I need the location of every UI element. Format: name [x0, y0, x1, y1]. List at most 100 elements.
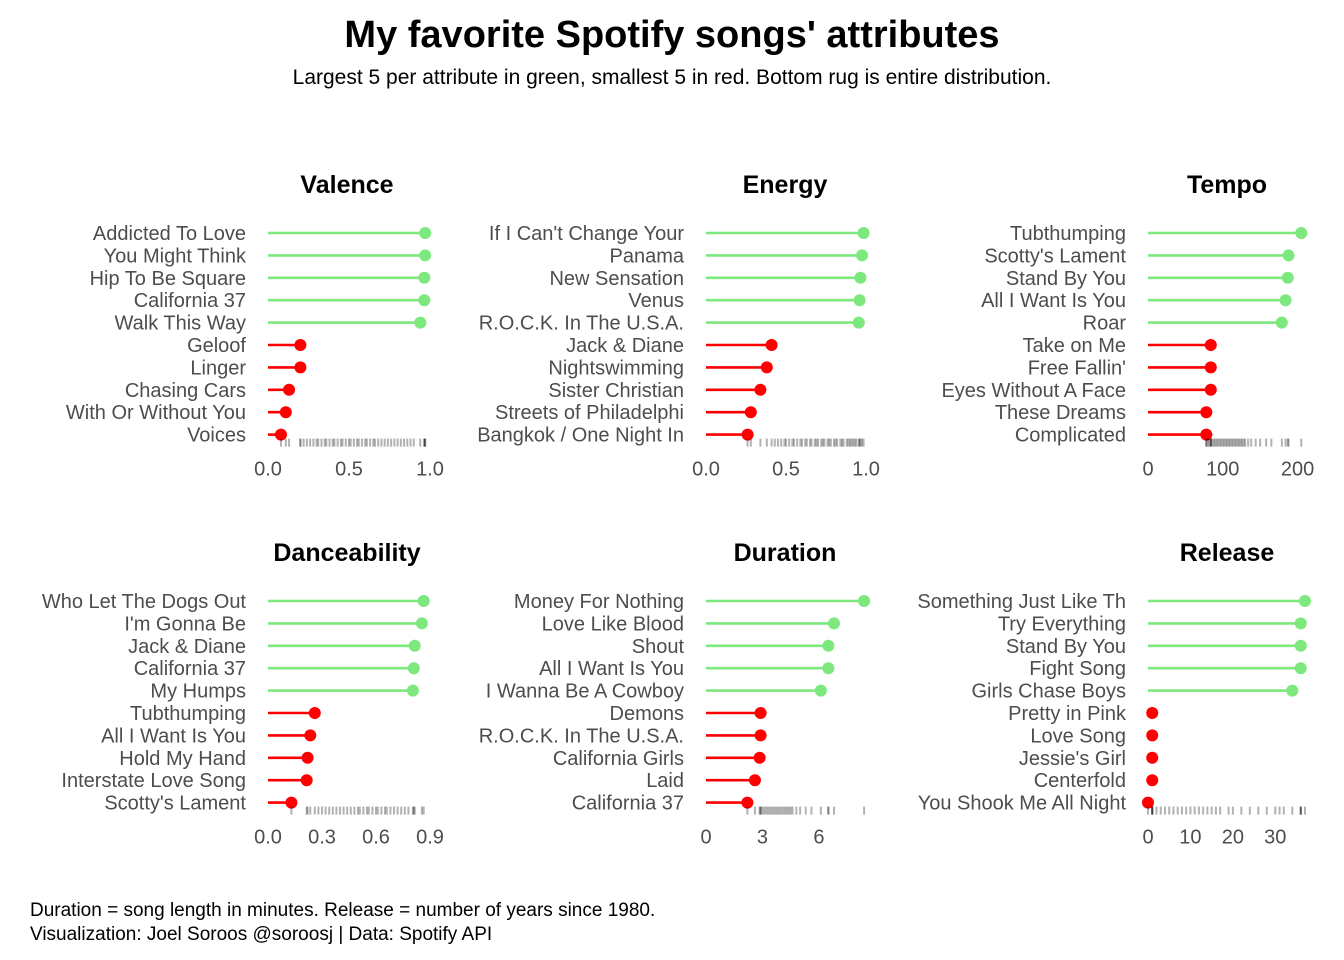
song-label: These Dreams — [995, 402, 1126, 424]
x-tick-label: 0 — [1142, 459, 1153, 481]
song-label: Interstate Love Song — [61, 770, 246, 792]
x-tick-label: 1.0 — [416, 459, 444, 481]
smallest-point — [1142, 796, 1154, 809]
song-label: Hold My Hand — [119, 748, 246, 770]
song-label: Eyes Without A Face — [941, 380, 1126, 402]
song-label: Geloof — [187, 335, 246, 357]
song-label: California 37 — [134, 290, 246, 312]
smallest-point — [1204, 361, 1217, 374]
largest-point — [858, 595, 871, 607]
x-tick-label: 0.6 — [362, 827, 390, 849]
song-label: Fight Song — [1029, 658, 1126, 680]
song-label: Try Everything — [998, 613, 1126, 635]
song-label: Panama — [610, 245, 685, 267]
song-label: Demons — [610, 703, 684, 725]
x-tick-label: 0.0 — [254, 827, 282, 849]
x-tick-label: 3 — [757, 827, 768, 849]
song-label: With Or Without You — [66, 402, 246, 424]
song-label: Linger — [190, 357, 246, 379]
caption-note: Duration = song length in minutes. Relea… — [30, 900, 656, 921]
x-tick-label: 1.0 — [852, 459, 880, 481]
song-label: Nightswimming — [548, 357, 684, 379]
largest-point — [852, 316, 865, 329]
largest-point — [418, 294, 431, 307]
largest-point — [1275, 316, 1288, 329]
smallest-point — [285, 796, 298, 809]
song-label: Something Just Like Th — [917, 591, 1126, 613]
smallest-point — [274, 428, 287, 441]
x-tick-label: 0.0 — [692, 459, 720, 481]
largest-point — [406, 684, 419, 697]
smallest-point — [741, 796, 754, 809]
panel-title-release: Release — [1180, 539, 1275, 567]
song-label: Who Let The Dogs Out — [42, 591, 247, 613]
x-tick-label: 10 — [1179, 827, 1201, 849]
caption-credit: Visualization: Joel Soroos @soroosj | Da… — [30, 924, 493, 945]
largest-point — [1279, 294, 1292, 307]
largest-point — [419, 249, 432, 262]
song-label: Love Song — [1030, 725, 1126, 747]
smallest-point — [753, 751, 766, 764]
song-label: Stand By You — [1006, 268, 1126, 290]
song-label: If I Can't Change Your — [489, 223, 684, 245]
song-label: New Sensation — [549, 268, 684, 290]
smallest-point — [283, 383, 296, 396]
smallest-point — [754, 707, 767, 719]
smallest-point — [1200, 406, 1213, 419]
song-label: Sister Christian — [548, 380, 684, 402]
song-label: Scotty's Lament — [984, 245, 1126, 267]
panel-title-duration: Duration — [734, 539, 837, 567]
smallest-point — [294, 339, 307, 351]
song-label: R.O.C.K. In The U.S.A. — [479, 313, 684, 335]
largest-point — [856, 249, 868, 262]
smallest-point — [744, 406, 757, 419]
smallest-point — [1200, 428, 1213, 441]
smallest-point — [300, 774, 313, 787]
x-tick-label: 100 — [1206, 459, 1239, 481]
song-label: Walk This Way — [115, 313, 247, 335]
largest-point — [1295, 227, 1308, 239]
song-label: My Humps — [150, 681, 246, 703]
largest-point — [853, 294, 866, 307]
song-label: California 37 — [572, 793, 684, 815]
song-label: Scotty's Lament — [104, 793, 246, 815]
rug-release — [1147, 806, 1306, 815]
rug-danceability — [290, 806, 425, 815]
song-label: Streets of Philadelphi — [495, 402, 684, 424]
smallest-point — [1146, 774, 1159, 787]
x-tick-label: 0 — [1142, 827, 1153, 849]
largest-point — [814, 684, 827, 697]
smallest-point — [294, 361, 307, 374]
song-label: Free Fallin' — [1028, 357, 1126, 379]
rug-tempo — [1205, 438, 1303, 447]
song-label: All I Want Is You — [539, 658, 684, 680]
largest-point — [828, 617, 840, 630]
song-label: Jack & Diane — [566, 335, 684, 357]
song-label: Jessie's Girl — [1019, 748, 1126, 770]
x-tick-label: 0.9 — [416, 827, 444, 849]
smallest-point — [1204, 339, 1217, 351]
smallest-point — [1146, 729, 1159, 742]
smallest-point — [748, 774, 761, 787]
largest-point — [1299, 595, 1311, 607]
x-tick-label: 30 — [1264, 827, 1286, 849]
panel-title-danceability: Danceability — [273, 539, 420, 567]
song-label: You Shook Me All Night — [918, 793, 1127, 815]
x-tick-label: 0.3 — [308, 827, 336, 849]
largest-point — [1281, 271, 1294, 284]
smallest-point — [760, 361, 773, 374]
rug-valence — [279, 438, 427, 447]
largest-point — [854, 271, 867, 284]
song-label: Roar — [1083, 313, 1127, 335]
song-label: Girls Chase Boys — [972, 681, 1127, 703]
song-label: Love Like Blood — [542, 613, 684, 635]
smallest-point — [741, 428, 754, 441]
song-label: Complicated — [1015, 425, 1126, 447]
